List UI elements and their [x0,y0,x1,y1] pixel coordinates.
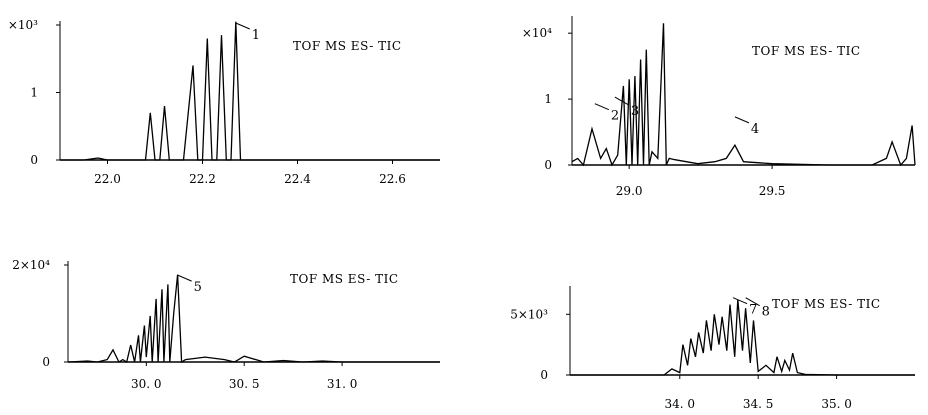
peak-leader-line [177,274,192,282]
peak-label: 3 [631,104,639,119]
chart-panel-1: TOF MS ES- TIC 22.0 22.2 22.4 22.6 0 1 ×10³ 1 [8,18,440,186]
peak-label: 2 [611,109,619,124]
chart-panel-2: TOF MS ES- TIC 29.0 29.5 0 1 ×10⁴ 2 3 4 [522,16,916,198]
panel-title: TOF MS ES- TIC [290,272,399,286]
y-tick-label: 1 [30,86,38,100]
peak-label: 8 [762,305,770,320]
series-line [571,23,916,167]
y-tick-label: 1 [544,92,552,106]
y-tick-label: 5×10³ [510,307,548,321]
y-tick-label: 0 [30,153,38,167]
y-tick-label: ×10⁴ [522,26,552,40]
x-tick-label: 34. 0 [664,397,695,411]
peak-label: 4 [751,122,759,137]
x-tick-label: 29.0 [616,184,643,198]
series-line [67,274,440,364]
chart-panel-4: TOF MS ES- TIC 34. 0 34. 5 35. 0 0 5×10³ 7 8 [510,286,915,411]
x-tick-label: 22.6 [379,172,406,186]
x-tick-label: 35. 0 [821,397,852,411]
y-tick-label: 0 [540,368,548,382]
y-tick-label: 2×10⁴ [12,258,50,272]
series-line [570,299,915,376]
peak-label: 5 [194,280,202,295]
y-tick-label: ×10³ [8,18,38,32]
x-tick-label: 30. 5 [229,377,260,391]
series-line [60,21,440,161]
peak-leader-line [745,297,760,307]
peak-leader-line [594,103,610,111]
panel-title: TOF MS ES- TIC [772,297,881,311]
y-tick-label: 0 [42,355,50,369]
x-tick-label: 34. 5 [743,397,774,411]
y-tick-label: 0 [544,158,552,172]
x-tick-label: 22.4 [284,172,311,186]
panel-title: TOF MS ES- TIC [293,39,402,53]
peak-leader-line [235,22,250,30]
peak-label: 1 [252,28,260,43]
peak-leader-line [734,116,750,124]
x-tick-label: 22.2 [189,172,216,186]
x-tick-label: 29.5 [759,184,786,198]
x-tick-label: 22.0 [94,172,121,186]
chart-panel-3: TOF MS ES- TIC 30. 0 30. 5 31. 0 0 2×10⁴ 5 [12,258,440,391]
x-tick-label: 30. 0 [131,377,162,391]
peak-leader-line [614,96,630,106]
panel-title: TOF MS ES- TIC [752,44,861,58]
peak-label: 7 [749,303,757,318]
peak-leader-line [732,297,748,305]
x-tick-label: 31. 0 [327,377,358,391]
